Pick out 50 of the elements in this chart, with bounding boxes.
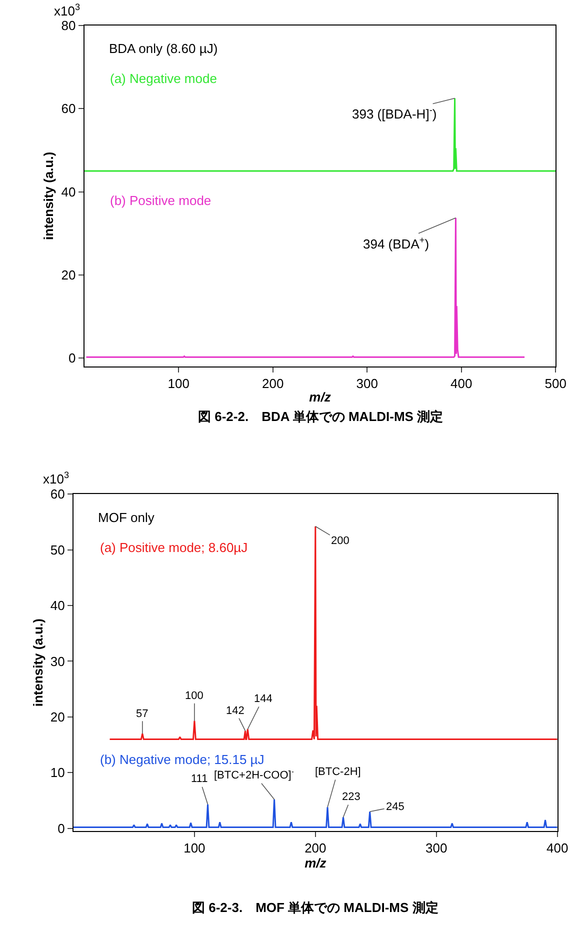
annotation: [BTC+2H-COO]$^{-}$ <box>214 767 294 782</box>
x-tick-label: 500 <box>544 376 566 391</box>
text: MOF only <box>98 510 155 525</box>
x-axis-title: m/z <box>304 856 327 871</box>
annotation: 111 <box>191 773 208 785</box>
annotation: 393 ([BDA-H]$^{-}$) <box>352 105 437 122</box>
text: 図 6-2-2. BDA 単体での MALDI-MS 測定 <box>198 409 444 424</box>
text: x10$^{3}$ <box>54 2 80 18</box>
x-tick-label: 300 <box>426 840 448 856</box>
y-tick-label: 40 <box>50 598 65 614</box>
y-tick-label: 10 <box>50 765 65 780</box>
annotation: 200 <box>331 535 350 547</box>
annotation: 100 <box>185 690 204 702</box>
y-tick-label: 40 <box>61 184 76 200</box>
text: x10$^{3}$ <box>43 470 70 486</box>
x-tick-label: 400 <box>450 376 472 391</box>
y-tick-label: 60 <box>61 101 76 116</box>
y-tick-label: 0 <box>68 350 76 366</box>
annotation: 144 <box>254 693 272 705</box>
text: 図 6-2-3. MOF 単体での MALDI-MS 測定 <box>192 900 438 915</box>
annotation: 57 <box>136 708 148 720</box>
y-axis-title: intensity (a.u.) <box>30 618 46 707</box>
x-tick-label: 100 <box>168 376 190 391</box>
y-tick-label: 60 <box>50 486 65 502</box>
y-tick-label: 50 <box>50 542 65 558</box>
y-tick-label: 30 <box>50 654 65 669</box>
y-tick-label: 0 <box>58 820 65 836</box>
x-axis-title: m/z <box>309 389 332 404</box>
annotation: 394 (BDA$^{+}$) <box>363 235 430 252</box>
line-series <box>84 97 556 172</box>
line-series <box>73 798 558 828</box>
annotation: 223 <box>342 791 360 803</box>
x-tick-label: 400 <box>546 840 568 856</box>
annotation: 142 <box>226 705 244 717</box>
y-axis-title: intensity (a.u.) <box>41 152 56 240</box>
text: (b) Negative mode; 15.15 µJ <box>100 752 264 767</box>
text: (a) Positive mode; 8.60µJ <box>100 540 248 555</box>
x-tick-label: 100 <box>184 840 206 856</box>
text: (b) Positive mode <box>110 193 212 208</box>
x-tick-label: 200 <box>304 840 326 856</box>
line-series <box>86 217 526 358</box>
text: (a) Negative mode <box>110 71 217 86</box>
annotation: 245 <box>386 801 404 813</box>
y-tick-label: 20 <box>50 709 65 724</box>
y-tick-label: 20 <box>61 267 76 282</box>
x-tick-label: 200 <box>262 376 284 391</box>
annotation: [BTC-2H] <box>315 766 361 778</box>
text: BDA only (8.60 µJ) <box>109 41 218 56</box>
y-tick-label: 80 <box>61 18 76 34</box>
x-tick-label: 300 <box>356 376 378 391</box>
